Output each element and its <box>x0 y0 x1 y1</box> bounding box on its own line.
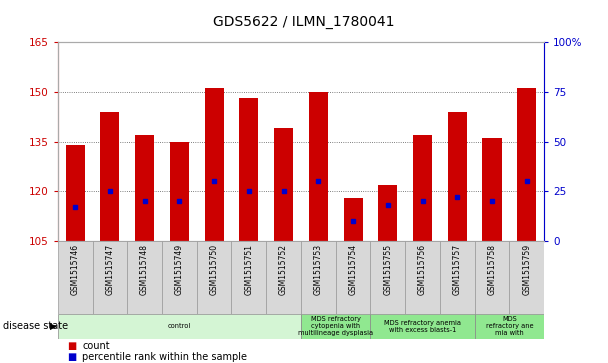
Bar <box>232 241 266 314</box>
Text: GSM1515756: GSM1515756 <box>418 244 427 295</box>
Text: GSM1515749: GSM1515749 <box>175 244 184 295</box>
Bar <box>100 111 119 241</box>
Bar <box>274 128 293 241</box>
Bar <box>405 241 440 314</box>
Text: MDS refractory
cytopenia with
multilineage dysplasia: MDS refractory cytopenia with multilinea… <box>298 317 373 337</box>
Bar <box>135 135 154 241</box>
Bar <box>309 91 328 241</box>
Text: GSM1515751: GSM1515751 <box>244 244 254 294</box>
Text: GSM1515753: GSM1515753 <box>314 244 323 295</box>
Text: GSM1515748: GSM1515748 <box>140 244 149 294</box>
Bar <box>204 88 224 241</box>
Bar <box>475 241 510 314</box>
Text: MDS refractory anemia
with excess blasts-1: MDS refractory anemia with excess blasts… <box>384 320 461 333</box>
Text: GSM1515755: GSM1515755 <box>383 244 392 295</box>
Text: GSM1515759: GSM1515759 <box>522 244 531 295</box>
Text: ■: ■ <box>67 352 76 362</box>
Bar <box>266 241 301 314</box>
Text: GSM1515747: GSM1515747 <box>105 244 114 295</box>
Bar <box>344 198 362 241</box>
Text: control: control <box>168 323 191 330</box>
Bar <box>517 88 536 241</box>
Bar <box>370 241 405 314</box>
Text: percentile rank within the sample: percentile rank within the sample <box>82 352 247 362</box>
Bar <box>510 241 544 314</box>
Text: GSM1515752: GSM1515752 <box>279 244 288 294</box>
Bar <box>440 241 475 314</box>
Text: disease state: disease state <box>3 322 71 331</box>
Bar <box>58 241 92 314</box>
Bar <box>197 241 232 314</box>
Text: GSM1515757: GSM1515757 <box>453 244 462 295</box>
Text: GDS5622 / ILMN_1780041: GDS5622 / ILMN_1780041 <box>213 15 395 29</box>
Bar <box>170 142 189 241</box>
Bar <box>240 98 258 241</box>
Text: GSM1515750: GSM1515750 <box>210 244 219 295</box>
Text: ▶: ▶ <box>50 322 57 331</box>
Text: GSM1515746: GSM1515746 <box>71 244 80 295</box>
Text: GSM1515758: GSM1515758 <box>488 244 497 294</box>
Bar <box>378 185 398 241</box>
Bar <box>483 138 502 241</box>
Bar <box>301 314 370 339</box>
Bar <box>413 135 432 241</box>
Text: GSM1515754: GSM1515754 <box>348 244 358 295</box>
Bar <box>92 241 127 314</box>
Bar <box>127 241 162 314</box>
Bar <box>447 111 467 241</box>
Bar <box>370 314 475 339</box>
Bar <box>162 241 197 314</box>
Text: ■: ■ <box>67 341 76 351</box>
Text: MDS
refractory ane
mia with: MDS refractory ane mia with <box>486 317 533 337</box>
Bar <box>66 145 85 241</box>
Bar <box>336 241 370 314</box>
Bar <box>475 314 544 339</box>
Text: count: count <box>82 341 109 351</box>
Bar <box>301 241 336 314</box>
Bar <box>58 314 301 339</box>
